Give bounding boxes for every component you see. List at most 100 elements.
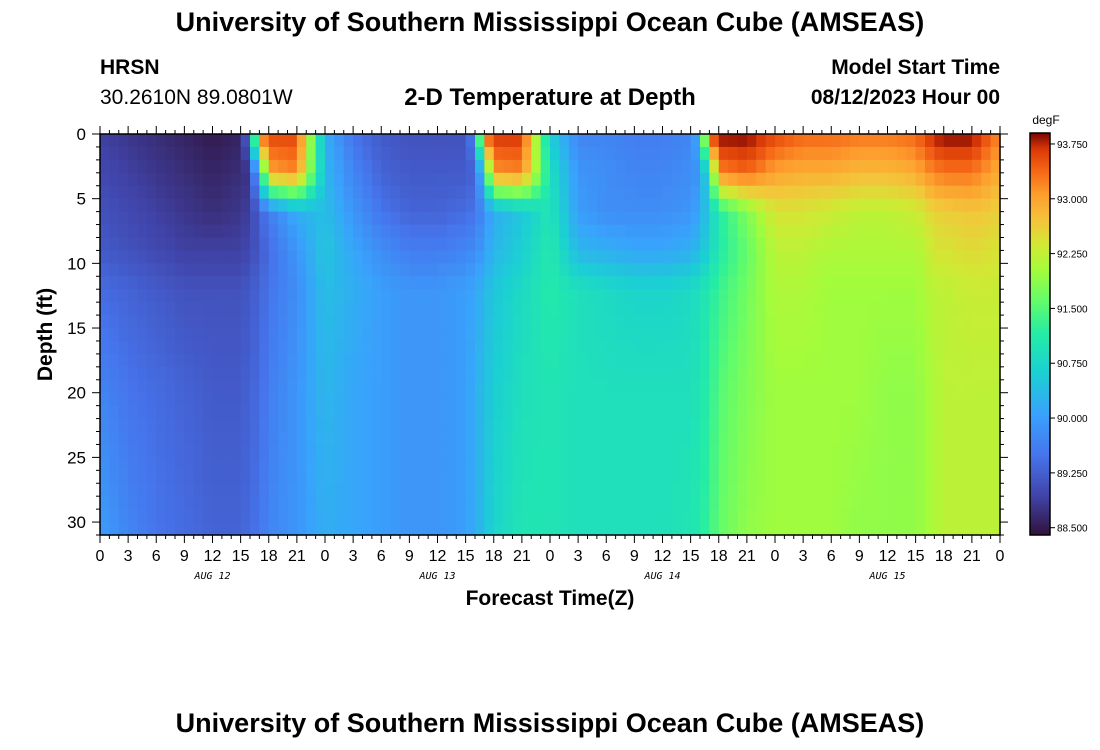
heatmap-cell [596,237,607,252]
heatmap-cell [681,379,692,394]
heatmap-cell [371,172,382,187]
heatmap-cell [962,263,973,277]
heatmap-cell [653,392,664,407]
heatmap-cell [746,302,757,316]
heatmap-cell [231,496,242,510]
heatmap-cell [334,237,345,252]
heatmap-cell [315,483,326,497]
heatmap-cell [325,444,335,458]
heatmap-cell [400,302,410,316]
heatmap-cell [428,444,439,458]
heatmap-cell [943,276,954,290]
heatmap-cell [156,418,167,433]
heatmap-cell [250,237,260,252]
heatmap-cell [596,302,607,316]
heatmap-cell [493,444,504,458]
heatmap-cell [212,159,223,174]
heatmap-cell [259,263,270,277]
heatmap-cell [568,328,579,342]
heatmap-cell [362,302,373,316]
heatmap-cell [484,379,495,394]
heatmap-cell [278,366,289,381]
colorbar-unit-label: degF [1032,113,1059,127]
heatmap-cell [793,457,804,471]
heatmap-cell [784,159,795,174]
heatmap-cell [203,405,214,420]
heatmap-cell [128,302,139,316]
heatmap-cell [259,276,270,290]
heatmap-cell [137,340,148,355]
heatmap-cell [643,276,654,290]
heatmap-cell [915,379,926,394]
heatmap-cell [437,340,448,355]
heatmap-cell [493,496,504,510]
heatmap-cell [118,379,129,394]
heatmap-cell [878,315,889,329]
heatmap-cell [775,146,785,161]
heatmap-cell [803,444,814,458]
heatmap-cell [690,315,701,329]
heatmap-cell [371,328,382,342]
heatmap-cell [250,172,260,187]
heatmap-cell [193,134,204,148]
heatmap-cell [906,392,917,407]
heatmap-cell [137,237,148,252]
heatmap-cell [962,457,973,471]
heatmap-cell [390,159,401,174]
heatmap-cell [240,496,251,510]
heatmap-cell [934,263,945,277]
heatmap-cell [615,522,626,536]
heatmap-cell [906,444,917,458]
heatmap-cell [962,340,973,355]
heatmap-cell [212,444,223,458]
heatmap-cell [925,185,935,200]
heatmap-cell [859,159,870,174]
heatmap-cell [896,457,907,471]
heatmap-cell [437,483,448,497]
heatmap-cell [184,302,195,316]
heatmap-cell [606,185,617,200]
heatmap-cell [812,470,823,484]
heatmap-cell [268,379,279,394]
heatmap-cell [259,483,270,497]
heatmap-cell [390,483,401,497]
heatmap-cell [512,522,523,536]
heatmap-cell [587,405,598,420]
heatmap-cell [437,457,448,471]
heatmap-cell [971,366,982,381]
heatmap-cell [287,392,298,407]
heatmap-cell [728,185,739,200]
heatmap-cell [540,237,551,252]
heatmap-cell [737,198,748,213]
heatmap-cell [718,237,729,252]
heatmap-cell [475,470,485,484]
heatmap-cell [962,444,973,458]
heatmap-cell [221,366,232,381]
heatmap-cell [100,224,110,239]
heatmap-cell [128,185,139,200]
heatmap-cell [971,340,982,355]
heatmap-cell [812,185,823,200]
heatmap-cell [634,211,645,226]
heatmap-cell [784,522,795,536]
heatmap-cell [803,379,814,394]
heatmap-cell [746,289,757,303]
heatmap-cell [709,134,720,148]
heatmap-cell [550,198,560,213]
heatmap-cell [718,353,729,368]
heatmap-cell [831,198,842,213]
heatmap-cell [615,198,626,213]
heatmap-cell [943,457,954,471]
heatmap-cell [737,366,748,381]
heatmap-cell [446,276,457,290]
heatmap-cell [334,185,345,200]
heatmap-cell [606,250,617,264]
heatmap-cell [390,470,401,484]
heatmap-cell [887,522,898,536]
heatmap-cell [278,289,289,303]
heatmap-cell [446,418,457,433]
heatmap-cell [334,328,345,342]
heatmap-cell [165,276,176,290]
heatmap-cell [634,496,645,510]
heatmap-cell [765,522,776,536]
